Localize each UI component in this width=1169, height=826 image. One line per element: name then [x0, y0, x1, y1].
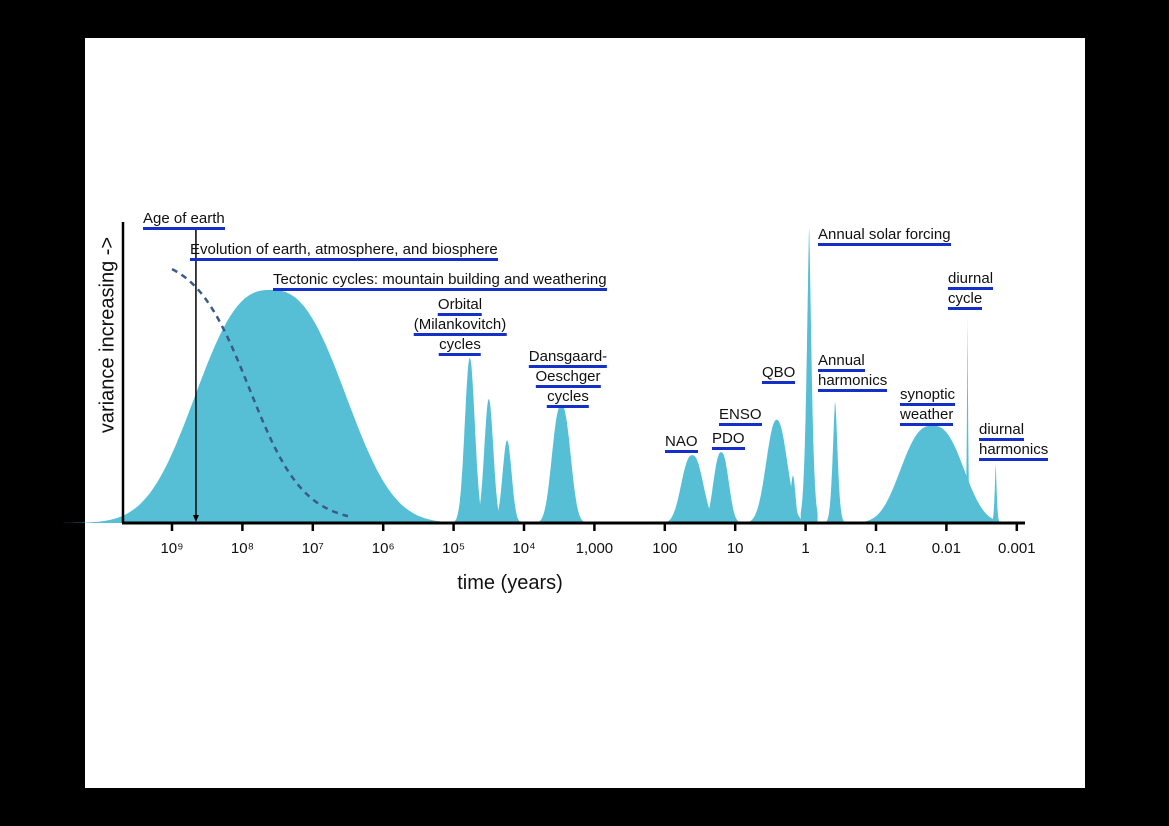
label-annual-harmonics: Annual harmonics [818, 352, 888, 392]
peak-annual-harmonics [826, 402, 844, 523]
peak-orbital-1 [452, 357, 487, 523]
label-evolution: Evolution of earth, atmosphere, and bios… [190, 241, 498, 261]
peak-orbital-3 [491, 440, 523, 523]
x-tick-label: 1 [801, 540, 810, 557]
peak-dansgaard-oeschger [532, 405, 590, 523]
x-tick-label: 0.1 [865, 540, 887, 557]
label-dansgaard-oeschger: Dansgaard- Oeschger cycles [528, 348, 608, 408]
label-tectonic: Tectonic cycles: mountain building and w… [273, 271, 607, 291]
x-tick-label: 100 [652, 540, 678, 557]
label-synoptic-weather: synoptic weather [900, 386, 956, 426]
peak-diurnal-harmonics [992, 464, 1000, 523]
label-enso: ENSO [719, 406, 762, 426]
label-nao: NAO [665, 433, 698, 453]
peak-orbital-2 [473, 399, 504, 523]
peak-nao [658, 455, 726, 523]
peak-diurnal-cycle [965, 316, 970, 523]
label-qbo: QBO [762, 364, 796, 384]
label-orbital: Orbital (Milankovitch) cycles [413, 296, 507, 356]
peak-pdo [697, 452, 745, 523]
evolution-dashed-curve [171, 267, 349, 518]
label-pdo: PDO [712, 430, 745, 450]
y-axis-label: variance increasing -> [96, 236, 119, 434]
x-axis-label: time (years) [457, 572, 563, 594]
x-tick-label: 10⁷ [301, 540, 324, 557]
label-age-of-earth: Age of earth [143, 210, 225, 230]
label-annual-solar-forcing: Annual solar forcing [818, 226, 951, 246]
peak-synoptic [839, 425, 1026, 523]
age-of-earth-arrowhead [192, 515, 199, 522]
x-tick-label: 0.001 [998, 540, 1036, 557]
x-tick-label: 1,000 [575, 540, 614, 557]
x-tick-label: 10⁸ [230, 540, 254, 557]
label-diurnal-cycle: diurnal cycle [948, 270, 994, 310]
peak-enso [742, 419, 811, 523]
x-tick-label: 0.01 [931, 540, 961, 557]
x-tick-label: 10⁵ [442, 540, 466, 557]
peak-annual-solar [800, 228, 818, 523]
peak-tectonic [50, 289, 491, 523]
x-tick-label: 10⁹ [160, 540, 184, 557]
x-tick-label: 10⁶ [371, 540, 395, 557]
label-diurnal-harmonics: diurnal harmonics [979, 421, 1049, 461]
peak-qbo [784, 475, 802, 523]
x-tick-label: 10 [726, 540, 744, 557]
x-tick-label: 10⁴ [512, 540, 536, 557]
